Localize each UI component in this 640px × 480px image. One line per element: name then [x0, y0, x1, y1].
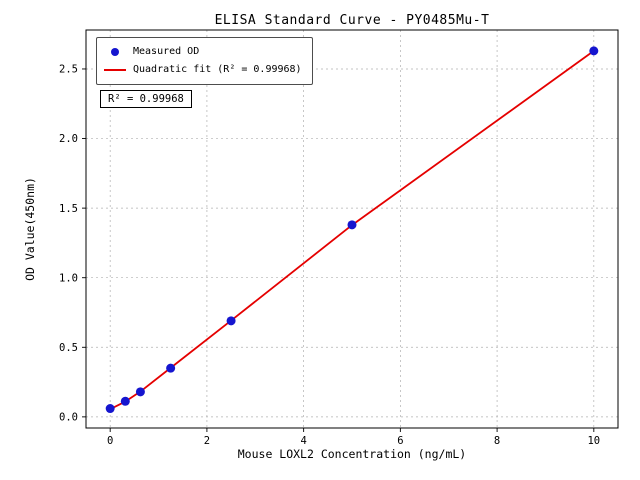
legend: Measured OD Quadratic fit (R² = 0.99968) [96, 37, 313, 85]
y-tick-label: 2.0 [59, 133, 78, 145]
x-tick-label: 2 [204, 435, 210, 447]
data-point [135, 387, 145, 397]
data-point [226, 316, 236, 326]
y-tick-label: 0.0 [59, 412, 78, 424]
data-point [347, 220, 357, 230]
chart-title: ELISA Standard Curve - PY0485Mu-T [214, 13, 490, 28]
legend-label-fit: Quadratic fit (R² = 0.99968) [133, 64, 302, 75]
plot-border [85, 29, 619, 429]
x-axis-label: Mouse LOXL2 Concentration (ng/mL) [237, 447, 467, 461]
legend-entry-measured: Measured OD [104, 43, 302, 61]
x-tick-label: 0 [107, 435, 113, 447]
fit-line-marker-icon [104, 69, 126, 71]
legend-entry-fit: Quadratic fit (R² = 0.99968) [104, 61, 302, 79]
data-point [589, 46, 599, 56]
legend-label-measured: Measured OD [133, 46, 200, 57]
data-point [105, 404, 115, 414]
measured-od-marker-icon [111, 48, 119, 56]
y-tick-label: 1.0 [59, 272, 78, 284]
r-squared-annotation: R² = 0.99968 [100, 90, 192, 108]
x-tick-label: 4 [300, 435, 306, 447]
data-point [120, 396, 130, 406]
y-tick-label: 2.5 [59, 64, 78, 76]
x-tick-label: 6 [397, 435, 403, 447]
y-axis-label: OD Value(450nm) [23, 177, 37, 281]
data-point [166, 363, 176, 373]
fit-line-marker-wrap [104, 69, 126, 71]
y-tick-label: 0.5 [59, 342, 78, 354]
y-tick-label: 1.5 [59, 203, 78, 215]
measured-od-marker-wrap [104, 48, 126, 56]
x-tick-label: 8 [494, 435, 500, 447]
x-tick-label: 10 [587, 435, 600, 447]
